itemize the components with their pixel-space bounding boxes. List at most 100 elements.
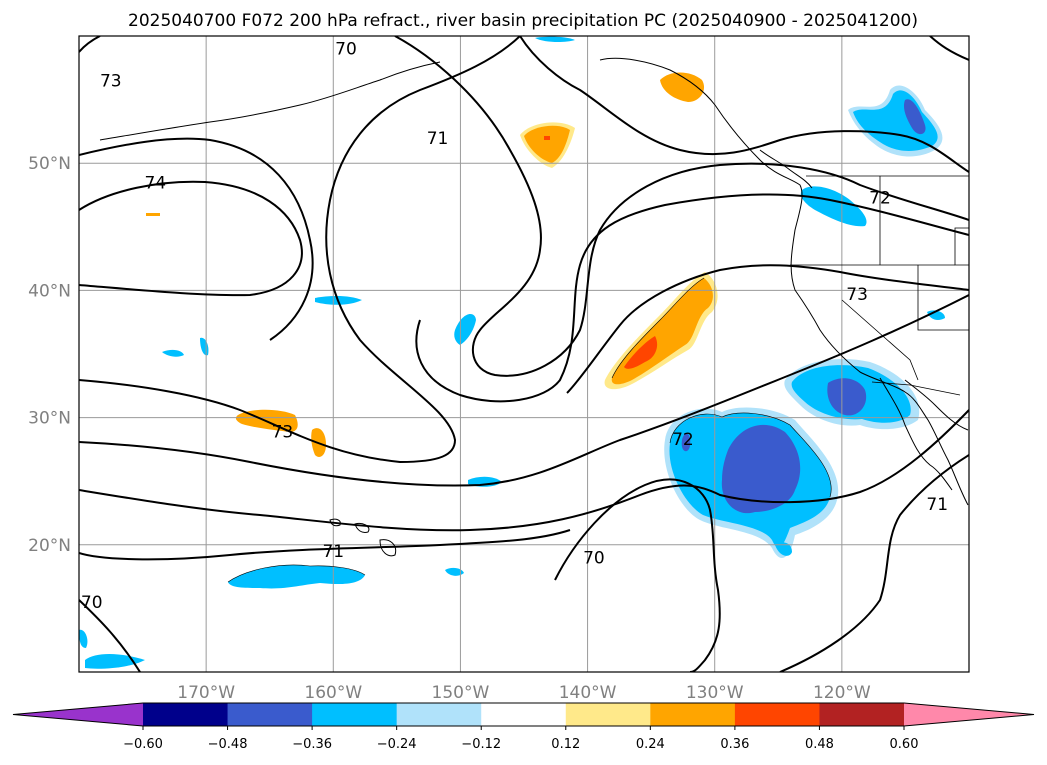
contour-line xyxy=(79,36,101,53)
colorbar-segment xyxy=(734,703,820,726)
shaded-region-neg-hawaii xyxy=(228,564,365,589)
colorbar-segment xyxy=(650,703,736,726)
contour-line xyxy=(79,36,521,464)
contour-line xyxy=(79,294,969,487)
x-tick-label: 140°W xyxy=(559,683,617,703)
colorbar-tick-label: −0.60 xyxy=(123,737,163,752)
colorbar-tick-label: 0.36 xyxy=(720,737,749,752)
contour-line xyxy=(519,36,969,173)
x-tick-label: 120°W xyxy=(813,683,871,703)
contour-line xyxy=(394,36,969,377)
coastline-hawaii-3 xyxy=(379,539,397,557)
colorbar-segment xyxy=(819,703,905,726)
x-tick-label: 160°W xyxy=(304,683,362,703)
shaded-region-neg-small xyxy=(681,433,691,452)
contour-line xyxy=(79,409,969,532)
shaded-region-neg-nw-coast xyxy=(800,186,867,227)
shaded-region-neg-g xyxy=(79,629,88,648)
contour-label: 73 xyxy=(272,423,294,443)
contour-line xyxy=(415,193,969,403)
contour-label: 73 xyxy=(100,72,122,92)
shaded-region-pos-dot xyxy=(146,213,160,216)
axis-tick-labels: 170°W 160°W 150°W 140°W 130°W 120°W 20°N 30°N 40… xyxy=(28,154,871,703)
border-states-3 xyxy=(841,299,919,381)
contour-label: 70 xyxy=(81,593,103,613)
colorbar: −0.60 −0.48 −0.36 −0.24 −0.12 0.12 0.24 0.36 0.4… xyxy=(12,702,1035,752)
colorbar-tick-label: −0.12 xyxy=(461,737,501,752)
contour-label: 73 xyxy=(846,285,868,305)
chart-title: 2025040700 F072 200 hPa refract., river … xyxy=(128,11,918,31)
contour-line xyxy=(566,264,969,394)
contour-label: 74 xyxy=(144,173,166,193)
shaded-region-pos-north-inner xyxy=(524,125,570,163)
colorbar-tick-label: −0.24 xyxy=(377,737,417,752)
coastline-vancouver xyxy=(759,149,813,189)
contour-label: 71 xyxy=(322,542,344,562)
border-us-mexico xyxy=(871,381,961,396)
refractivity-contours xyxy=(79,36,969,672)
shading-outline xyxy=(227,564,366,583)
colorbar-segment xyxy=(312,703,398,726)
shaded-region-neg-d xyxy=(162,349,184,357)
shaded-region-neg-ne xyxy=(853,90,938,151)
shaded-region-neg-core xyxy=(721,424,801,514)
map-frame xyxy=(78,35,970,673)
x-tick-label: 170°W xyxy=(177,683,235,703)
contour-label: 71 xyxy=(926,495,948,515)
shading-outline xyxy=(669,412,832,498)
shaded-region-neg-j xyxy=(775,542,792,556)
colorbar-segment xyxy=(396,703,482,726)
x-tick-label: 130°W xyxy=(686,683,744,703)
colorbar-segment xyxy=(565,703,651,726)
coastline-north-america xyxy=(599,57,969,506)
colorbar-tick-label: −0.48 xyxy=(208,737,248,752)
y-tick-label: 30°N xyxy=(28,409,71,429)
contour-line xyxy=(554,478,721,672)
colorbar-tick-label: 0.24 xyxy=(636,737,665,752)
contour-label: 72 xyxy=(672,430,694,450)
coastline-baja xyxy=(879,377,953,491)
colorbar-extend-min xyxy=(13,703,143,726)
contour-label: 70 xyxy=(335,40,357,60)
shaded-region-neg-i xyxy=(535,36,575,43)
border-states-5 xyxy=(954,227,969,266)
contour-line xyxy=(79,529,571,561)
colorbar-tick-label: −0.36 xyxy=(292,737,332,752)
contour-line xyxy=(929,36,969,61)
gridlines xyxy=(79,36,969,672)
y-tick-label: 40°N xyxy=(28,281,71,301)
shaded-region-pos-north-dot xyxy=(544,136,550,140)
colorbar-segment xyxy=(227,703,313,726)
shaded-region-pos-core xyxy=(624,336,658,369)
contour-line xyxy=(779,454,969,672)
contour-label: 71 xyxy=(427,129,449,149)
shaded-region-pos-alaska xyxy=(660,72,705,102)
colorbar-segment xyxy=(481,703,567,726)
colorbar-segment xyxy=(143,703,229,726)
contour-labels: 70 73 70 71 71 74 73 72 70 72 73 71 xyxy=(81,40,948,613)
coastline-gulf xyxy=(904,379,969,431)
political-borders xyxy=(790,175,969,396)
contour-label: 72 xyxy=(869,189,891,209)
shaded-region-neg-k xyxy=(445,567,464,576)
shaded-region-neg-a xyxy=(454,314,476,345)
shaded-region-neg-socal-core xyxy=(827,378,867,416)
y-tick-label: 20°N xyxy=(28,536,71,556)
border-states-4 xyxy=(917,265,969,331)
shading-outlines xyxy=(227,277,832,583)
contour-line xyxy=(79,599,141,672)
coastline-aleutians xyxy=(99,61,441,141)
colorbar-tick-label: 0.48 xyxy=(805,737,834,752)
map-area: 70 73 70 71 71 74 73 72 70 72 73 71 xyxy=(79,36,969,672)
y-tick-label: 50°N xyxy=(28,154,71,174)
contour-line xyxy=(79,137,314,341)
shading-outline xyxy=(611,277,705,379)
coastlines xyxy=(99,57,969,557)
precipitation-shading xyxy=(79,36,945,669)
shaded-region-neg-ne-core xyxy=(903,99,926,135)
colorbar-tick-label: 0.12 xyxy=(551,737,580,752)
colorbar-extend-max xyxy=(904,703,1034,726)
contour-label: 70 xyxy=(583,549,605,569)
coastline-hawaii-2 xyxy=(354,523,370,533)
